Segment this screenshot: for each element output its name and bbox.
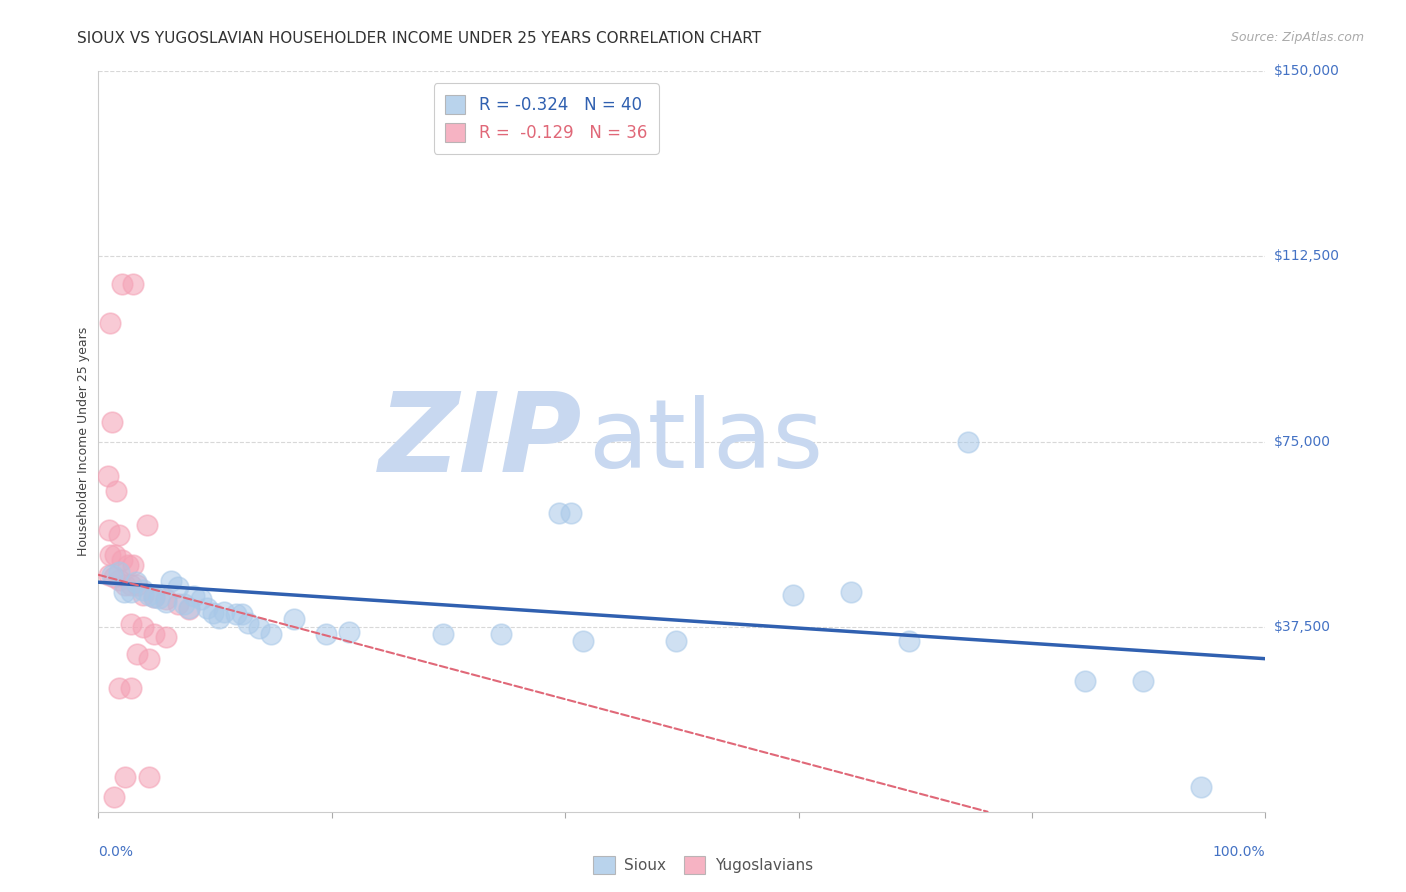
Point [207, 611, 229, 625]
Point [98, 316, 121, 330]
Legend: R = -0.324   N = 40, R =  -0.129   N = 36: R = -0.324 N = 40, R = -0.129 N = 36 [433, 83, 658, 153]
Point [132, 582, 155, 597]
Point [125, 575, 148, 590]
Y-axis label: Householder Income Under 25 years: Householder Income Under 25 years [77, 326, 90, 557]
Point [122, 277, 145, 291]
Point [97, 524, 120, 538]
Point [1132, 673, 1154, 688]
Point [1073, 673, 1095, 688]
Text: atlas: atlas [589, 395, 824, 488]
Point [108, 573, 131, 587]
Point [315, 627, 337, 641]
Point [337, 624, 360, 639]
Point [155, 595, 177, 609]
Text: $75,000: $75,000 [1274, 434, 1330, 449]
Point [132, 588, 155, 602]
Point [108, 566, 131, 580]
Point [166, 580, 188, 594]
Point [101, 567, 124, 582]
Point [148, 591, 170, 606]
Point [103, 570, 125, 584]
Point [120, 577, 142, 591]
Text: SIOUX VS YUGOSLAVIAN HOUSEHOLDER INCOME UNDER 25 YEARS CORRELATION CHART: SIOUX VS YUGOSLAVIAN HOUSEHOLDER INCOME … [77, 31, 762, 46]
Text: 100.0%: 100.0% [1213, 845, 1265, 859]
Point [120, 585, 142, 599]
Text: Source: ZipAtlas.com: Source: ZipAtlas.com [1230, 31, 1364, 45]
Text: $112,500: $112,500 [1274, 250, 1340, 263]
Point [236, 616, 259, 631]
Point [125, 647, 148, 661]
Point [117, 558, 139, 572]
Point [179, 601, 201, 615]
Point [183, 589, 205, 603]
Point [112, 585, 135, 599]
Point [98, 548, 121, 562]
Point [143, 590, 166, 604]
Text: $150,000: $150,000 [1274, 64, 1340, 78]
Point [155, 630, 177, 644]
Point [136, 518, 159, 533]
Point [103, 789, 125, 804]
Text: ZIP: ZIP [380, 388, 582, 495]
Point [120, 617, 142, 632]
Point [1189, 780, 1212, 794]
Point [111, 553, 134, 567]
Point [155, 592, 177, 607]
Point [782, 588, 804, 602]
Point [114, 577, 136, 591]
Point [665, 634, 688, 648]
Point [489, 627, 512, 641]
Point [143, 627, 166, 641]
Point [114, 770, 136, 784]
Point [104, 483, 127, 498]
Point [839, 585, 862, 599]
Point [249, 621, 271, 635]
Point [97, 469, 120, 483]
Point [111, 277, 134, 291]
Point [138, 588, 160, 602]
Point [108, 528, 131, 542]
Point [231, 607, 253, 622]
Point [190, 592, 212, 607]
Point [225, 607, 247, 622]
Point [138, 651, 160, 665]
Point [173, 598, 195, 612]
Point [571, 634, 593, 648]
Point [260, 627, 283, 641]
Point [125, 577, 148, 591]
Point [956, 434, 979, 449]
Point [122, 558, 145, 572]
Point [104, 548, 127, 562]
Point [195, 601, 218, 615]
Point [214, 605, 236, 619]
Point [898, 634, 921, 648]
Point [97, 567, 120, 582]
Point [432, 627, 454, 641]
Point [179, 602, 201, 616]
Point [201, 607, 224, 621]
Point [138, 770, 160, 784]
Point [548, 506, 571, 520]
Point [108, 681, 131, 696]
Legend: Sioux, Yugoslavians: Sioux, Yugoslavians [588, 850, 818, 880]
Point [132, 619, 155, 633]
Point [101, 415, 124, 429]
Point [166, 598, 188, 612]
Point [159, 574, 181, 588]
Text: 0.0%: 0.0% [98, 845, 134, 859]
Point [143, 590, 166, 604]
Point [120, 681, 142, 696]
Point [560, 506, 582, 520]
Point [283, 612, 305, 626]
Text: $37,500: $37,500 [1274, 620, 1330, 633]
